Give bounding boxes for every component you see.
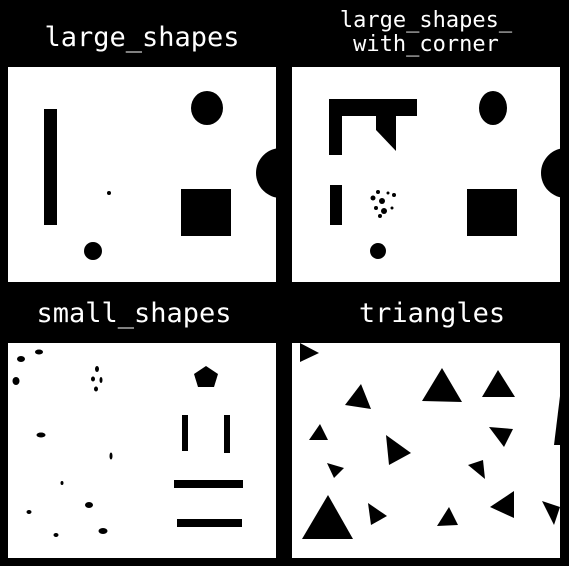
dot-shape xyxy=(36,432,46,438)
dot-shape xyxy=(94,386,98,392)
triangle-shape xyxy=(468,460,485,479)
corner-left-bar-shape xyxy=(329,99,342,155)
dot-shape xyxy=(109,452,113,460)
triangles-drawing xyxy=(300,343,560,539)
vertical-bar-shape xyxy=(44,109,57,225)
triangle-shape xyxy=(386,435,411,465)
dot-shape xyxy=(26,510,32,514)
circle-shape xyxy=(370,243,386,259)
dot-shape xyxy=(17,356,25,362)
triangle-shape xyxy=(345,384,371,409)
ellipse-shape xyxy=(191,91,223,125)
panel-canvas-large-shapes-with-corner xyxy=(292,67,560,282)
corner-top-bar-shape xyxy=(329,99,417,116)
triangle-shape xyxy=(482,370,515,397)
vertical-bar-shape xyxy=(224,415,230,453)
dot-shape xyxy=(91,376,95,382)
dot-shape xyxy=(99,377,103,383)
triangle-shape xyxy=(554,396,560,445)
panel-canvas-small-shapes xyxy=(8,343,276,558)
horizontal-bar-shape xyxy=(174,480,243,488)
circle-shape xyxy=(84,242,102,260)
ellipse-shape xyxy=(479,91,507,125)
triangle-shape xyxy=(422,368,462,402)
corner-triangle-shape xyxy=(376,116,396,151)
small-shapes-drawing xyxy=(12,349,243,537)
panel-title-triangles: triangles xyxy=(358,298,506,329)
large-shapes-drawing xyxy=(44,91,276,260)
half-circle-edge-shape xyxy=(541,148,560,198)
pentagon-shape xyxy=(194,366,218,387)
half-circle-edge-shape xyxy=(256,148,276,198)
triangle-shape xyxy=(302,495,353,539)
panel-title-small-shapes: small_shapes xyxy=(36,298,232,329)
triangle-shape xyxy=(300,343,319,362)
dot-shape xyxy=(60,481,64,485)
triangle-shape xyxy=(437,507,458,526)
tiny-dot-shape xyxy=(107,191,111,195)
triangle-shape xyxy=(490,491,514,518)
dot-shape xyxy=(53,533,59,537)
dot-cluster-shape xyxy=(370,190,396,218)
dot-shape xyxy=(12,377,20,385)
triangle-shape xyxy=(542,501,560,525)
horizontal-bar-shape xyxy=(177,519,242,527)
triangle-shape xyxy=(309,424,328,440)
large-shapes-with-corner-drawing xyxy=(329,91,560,259)
square-shape xyxy=(181,189,231,236)
triangle-shape xyxy=(489,427,513,447)
panel-canvas-triangles xyxy=(292,343,560,558)
dot-shape xyxy=(98,528,108,534)
panel-canvas-large-shapes xyxy=(8,67,276,282)
square-shape xyxy=(467,189,517,236)
vertical-bar-shape xyxy=(330,185,342,225)
triangle-shape xyxy=(327,463,344,478)
dot-shape xyxy=(85,502,93,508)
vertical-bar-shape xyxy=(182,415,188,451)
dot-shape xyxy=(35,349,43,355)
dot-shape xyxy=(95,366,99,372)
triangle-shape xyxy=(368,503,387,525)
panel-title-large-shapes: large_shapes xyxy=(44,22,240,53)
panel-title-large-shapes-with-corner: large_shapes_ with_corner xyxy=(339,8,513,57)
